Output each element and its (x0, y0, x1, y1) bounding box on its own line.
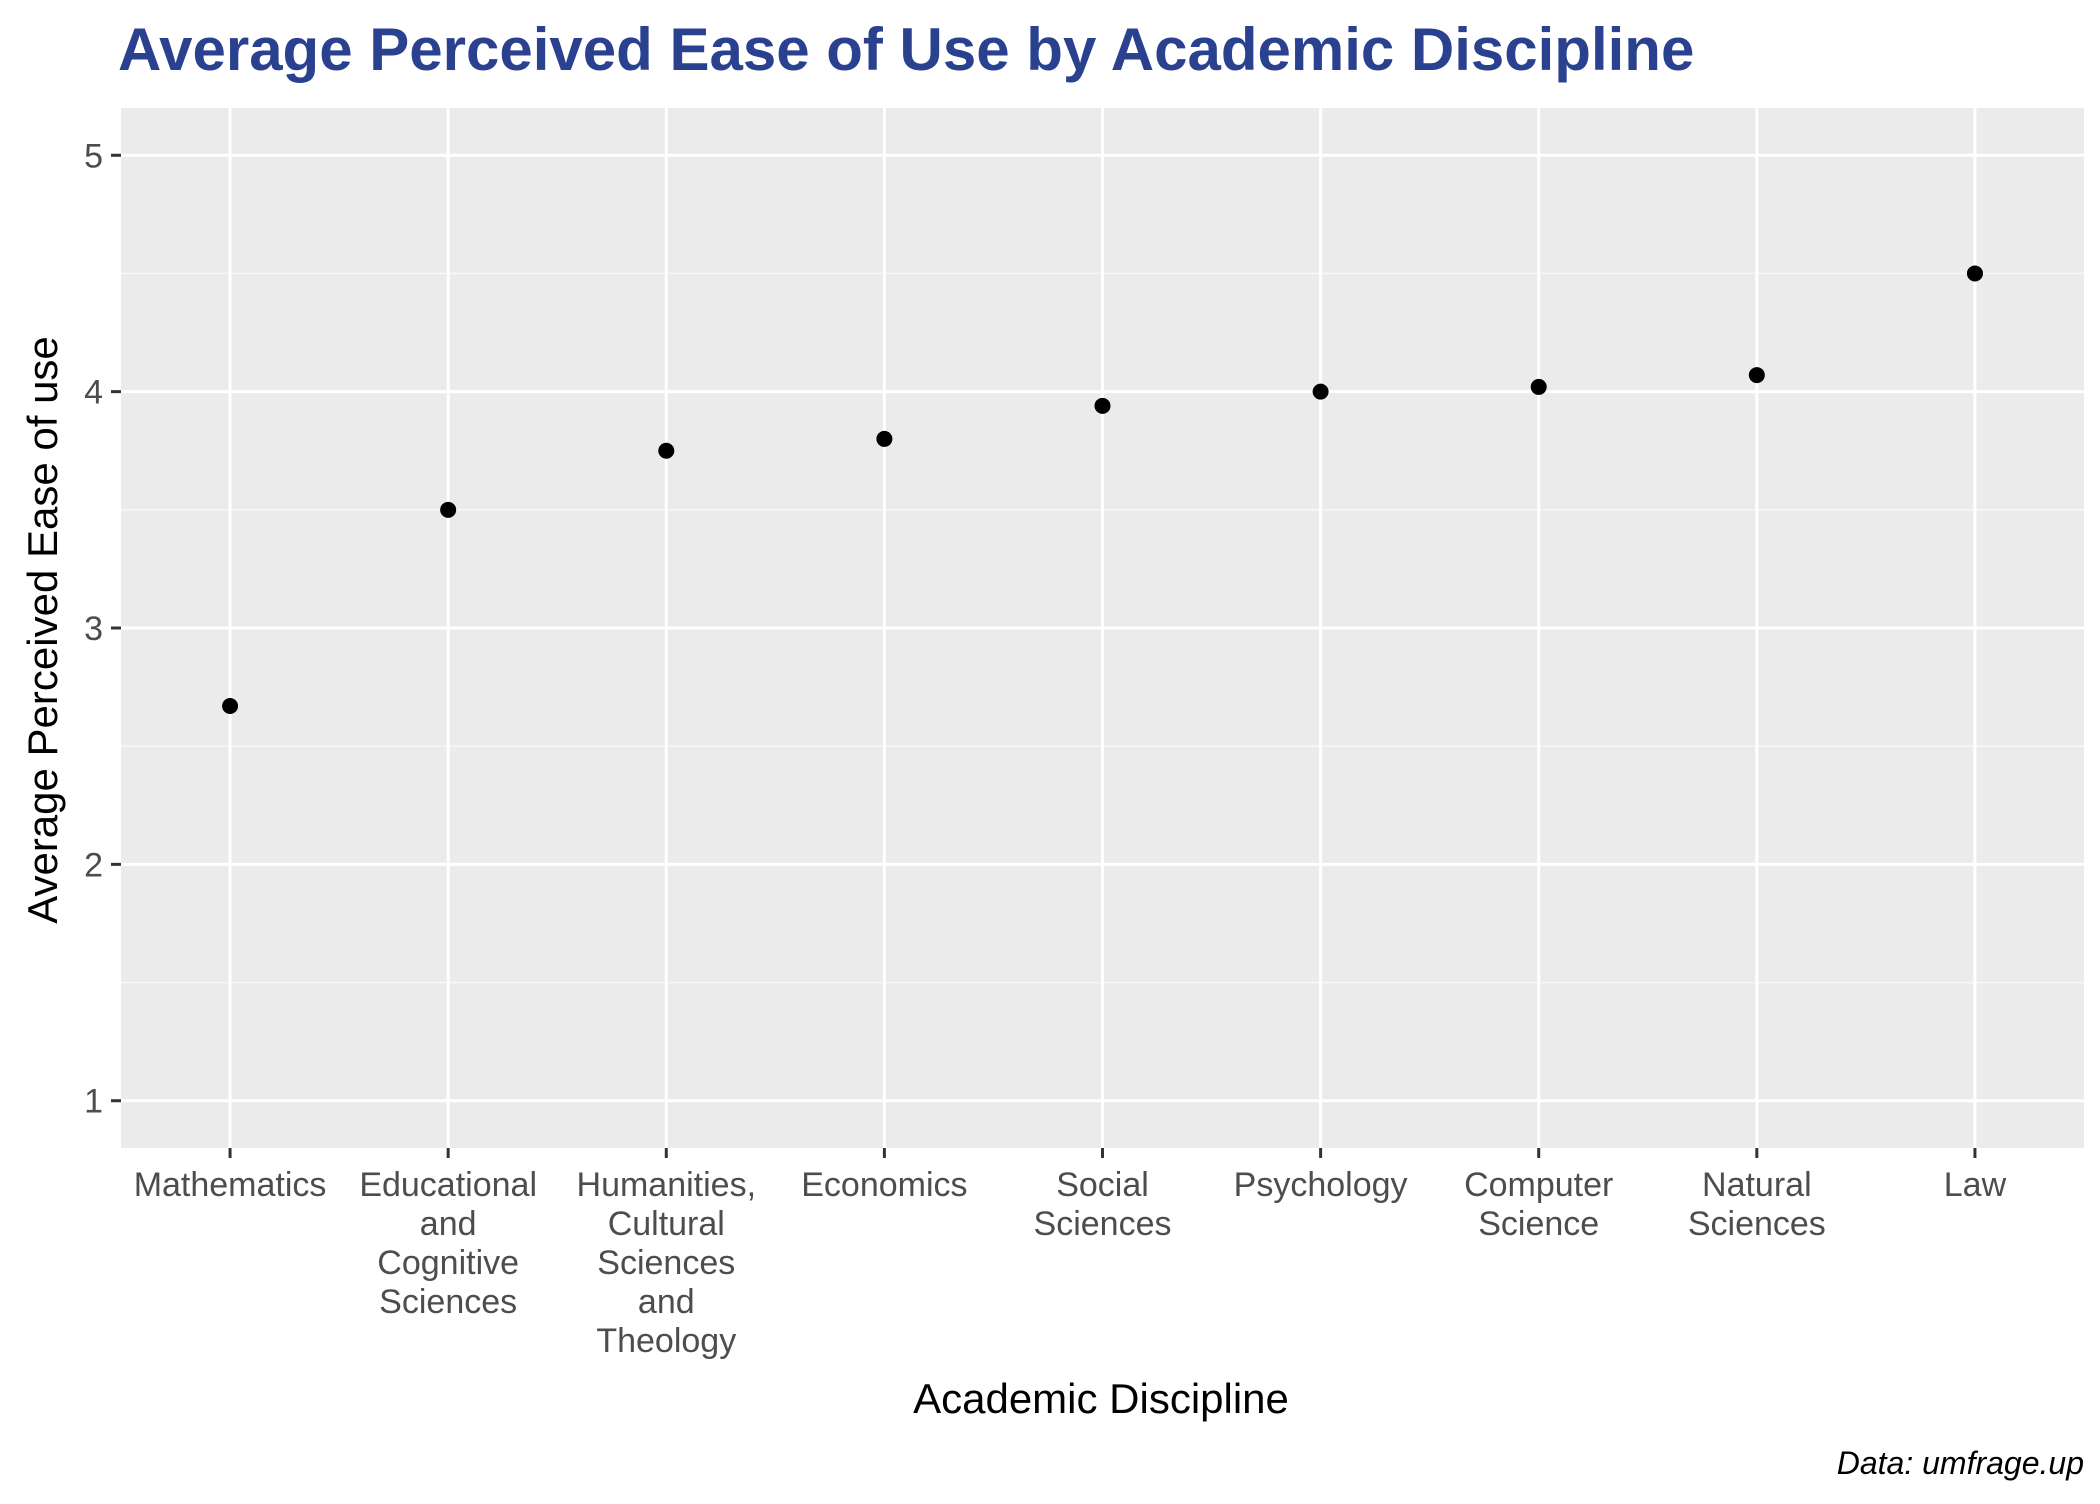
x-axis: Mathematics Educational and Cognitive Scienc… (134, 1148, 2007, 1360)
y-tick-label: 4 (84, 374, 103, 412)
x-tick-label: Educational and Cognitive Sciences (359, 1166, 537, 1321)
x-tick-label: Law (1944, 1166, 2007, 1204)
data-point (1312, 383, 1329, 400)
data-point (1966, 265, 1983, 282)
data-source-caption: Data: umfrage.up (1837, 1445, 2084, 1481)
data-point (1094, 397, 1111, 414)
y-tick-label: 2 (84, 846, 103, 884)
chart-title: Average Perceived Ease of Use by Academi… (118, 16, 1694, 83)
y-tick-label: 5 (84, 137, 103, 175)
y-tick-label: 1 (84, 1083, 103, 1121)
y-axis: 1 2 3 4 5 (84, 137, 121, 1121)
data-point (876, 430, 893, 447)
data-point (658, 442, 675, 459)
x-tick-label: Social Sciences (1034, 1166, 1172, 1243)
major-gridlines (121, 108, 2084, 1148)
x-tick-label: Mathematics (134, 1166, 327, 1204)
data-point (1748, 367, 1765, 384)
y-tick-label: 3 (84, 610, 103, 648)
x-tick-label: Humanities, Cultural Sciences and Theology (577, 1166, 757, 1360)
x-tick-label: Psychology (1234, 1166, 1408, 1204)
data-points (222, 265, 1983, 714)
x-tick-label: Economics (801, 1166, 967, 1204)
y-axis-title: Average Perceived Ease of use (19, 336, 66, 924)
x-tick-label: Natural Sciences (1688, 1166, 1826, 1243)
data-point (440, 501, 457, 518)
data-point (1530, 378, 1547, 395)
data-point (222, 698, 239, 714)
x-tick-label: Computer Science (1464, 1166, 1613, 1243)
x-axis-title: Academic Discipline (913, 1375, 1289, 1422)
